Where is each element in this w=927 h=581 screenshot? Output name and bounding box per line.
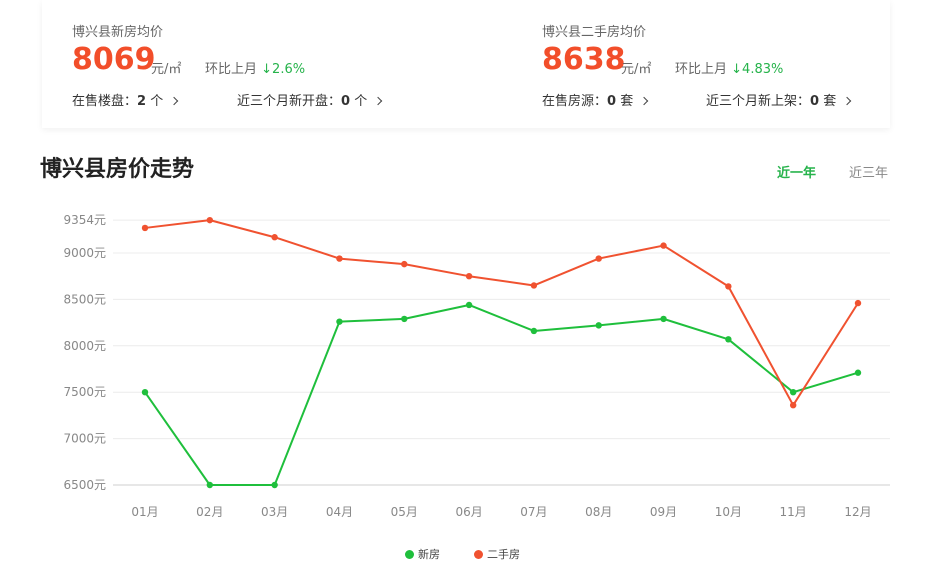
new-house-onsale-value: 2 xyxy=(137,94,147,109)
tab-one-year[interactable]: 近一年 xyxy=(777,166,817,181)
data-point-new xyxy=(789,389,797,396)
data-point-new xyxy=(336,318,343,325)
chevron-right-icon xyxy=(639,96,649,106)
chevron-right-icon xyxy=(842,96,852,106)
data-point-second xyxy=(401,260,408,268)
y-tick-label: 9000元 xyxy=(63,246,106,260)
data-point-new xyxy=(530,327,538,335)
data-point-new xyxy=(854,369,862,376)
new-house-summary: 博兴县新房均价 8069 元/㎡ 环比上月 ↓2.6% 在售楼盘：2 个 近三个… xyxy=(72,0,452,128)
data-point-second xyxy=(271,234,278,241)
data-point-second xyxy=(725,283,732,290)
second-house-new-listed-suffix: 套 xyxy=(819,94,837,109)
y-tick-label: 7500元 xyxy=(63,385,106,399)
second-house-price-unit: 元/㎡ xyxy=(621,62,652,77)
second-house-onsale-link[interactable]: 在售房源：0 套 xyxy=(542,90,649,109)
legend-dot-second xyxy=(474,550,483,559)
data-point-second xyxy=(141,224,149,232)
new-house-price: 8069 xyxy=(72,42,156,77)
x-tick-label: 12月 xyxy=(844,505,871,519)
second-house-new-listed-value: 0 xyxy=(810,94,820,109)
data-point-new xyxy=(271,481,278,489)
data-point-new xyxy=(141,389,149,396)
data-point-second xyxy=(206,216,214,224)
series-line-new xyxy=(144,303,859,486)
data-point-new xyxy=(401,315,408,323)
legend-item-new[interactable]: 新房 xyxy=(405,546,440,562)
x-tick-label: 09月 xyxy=(650,505,677,519)
data-point-second xyxy=(595,255,602,262)
second-house-new-listed-link[interactable]: 近三个月新上架：0 套 xyxy=(706,90,852,109)
y-tick-label: 6500元 xyxy=(63,478,106,492)
y-tick-label: 8500元 xyxy=(63,292,106,306)
new-house-mom: 环比上月 ↓2.6% xyxy=(205,58,305,77)
second-house-onsale-suffix: 套 xyxy=(616,94,634,109)
new-house-new-open-suffix: 个 xyxy=(350,94,368,109)
data-point-second xyxy=(660,242,667,249)
second-house-new-listed-label: 近三个月新上架： xyxy=(706,94,811,109)
new-house-new-open-link[interactable]: 近三个月新开盘：0 个 xyxy=(237,90,383,109)
new-house-mom-label: 环比上月 xyxy=(205,62,258,77)
chevron-right-icon xyxy=(169,96,179,106)
y-tick-label: 9354元 xyxy=(63,213,106,227)
new-house-onsale-label: 在售楼盘： xyxy=(72,94,138,109)
new-house-mom-change: ↓2.6% xyxy=(261,62,306,77)
chevron-right-icon xyxy=(373,96,383,106)
second-house-title: 博兴县二手房均价 xyxy=(542,25,647,40)
data-point-new xyxy=(206,481,214,489)
x-tick-label: 04月 xyxy=(326,505,353,519)
y-tick-label: 8000元 xyxy=(63,339,106,353)
x-tick-label: 05月 xyxy=(391,505,418,519)
second-house-onsale-label: 在售房源： xyxy=(542,94,608,109)
x-tick-label: 01月 xyxy=(131,505,158,519)
new-house-new-open-value: 0 xyxy=(341,94,351,109)
legend-label-new: 新房 xyxy=(418,548,440,561)
second-house-mom: 环比上月 ↓4.83% xyxy=(675,58,783,77)
data-point-second xyxy=(854,299,862,307)
data-point-new xyxy=(725,336,732,343)
x-tick-label: 03月 xyxy=(261,505,288,519)
price-trend-chart: 9354元 9000元 8500元 8000元 7500元 7000元 6500元 01月 02… xyxy=(63,213,890,519)
new-house-price-unit: 元/㎡ xyxy=(151,62,182,77)
second-house-mom-change: ↓4.83% xyxy=(731,62,784,77)
new-house-new-open-label: 近三个月新开盘： xyxy=(237,94,342,109)
data-point-second xyxy=(530,282,538,289)
x-tick-label: 06月 xyxy=(455,505,482,519)
new-house-onsale-suffix: 个 xyxy=(146,94,164,109)
x-tick-label: 02月 xyxy=(196,505,223,519)
second-house-onsale-value: 0 xyxy=(607,94,617,109)
x-tick-label: 10月 xyxy=(715,505,742,519)
second-house-summary: 博兴县二手房均价 8638 元/㎡ 环比上月 ↓4.83% 在售房源：0 套 近… xyxy=(542,0,922,128)
data-point-new xyxy=(465,301,473,309)
data-point-second xyxy=(789,401,797,409)
x-tick-label: 07月 xyxy=(520,505,547,519)
legend-dot-new xyxy=(405,550,414,559)
tab-three-years[interactable]: 近三年 xyxy=(849,166,889,181)
data-point-new xyxy=(660,315,667,323)
data-point-new xyxy=(595,322,602,329)
x-tick-label: 11月 xyxy=(780,505,807,519)
second-house-price: 8638 xyxy=(542,42,626,77)
x-tick-label: 08月 xyxy=(585,505,612,519)
legend-label-second: 二手房 xyxy=(487,548,520,561)
price-summary-card: 博兴县新房均价 8069 元/㎡ 环比上月 ↓2.6% 在售楼盘：2 个 近三个… xyxy=(42,0,890,128)
data-point-second xyxy=(465,273,473,280)
new-house-onsale-link[interactable]: 在售楼盘：2 个 xyxy=(72,90,179,109)
second-house-mom-label: 环比上月 xyxy=(675,62,728,77)
y-tick-label: 7000元 xyxy=(63,432,106,446)
series-line-second xyxy=(144,219,859,407)
data-point-second xyxy=(336,255,343,262)
section-title: 博兴县房价走势 xyxy=(40,157,195,182)
new-house-title: 博兴县新房均价 xyxy=(72,25,164,40)
legend-item-second[interactable]: 二手房 xyxy=(474,546,520,562)
